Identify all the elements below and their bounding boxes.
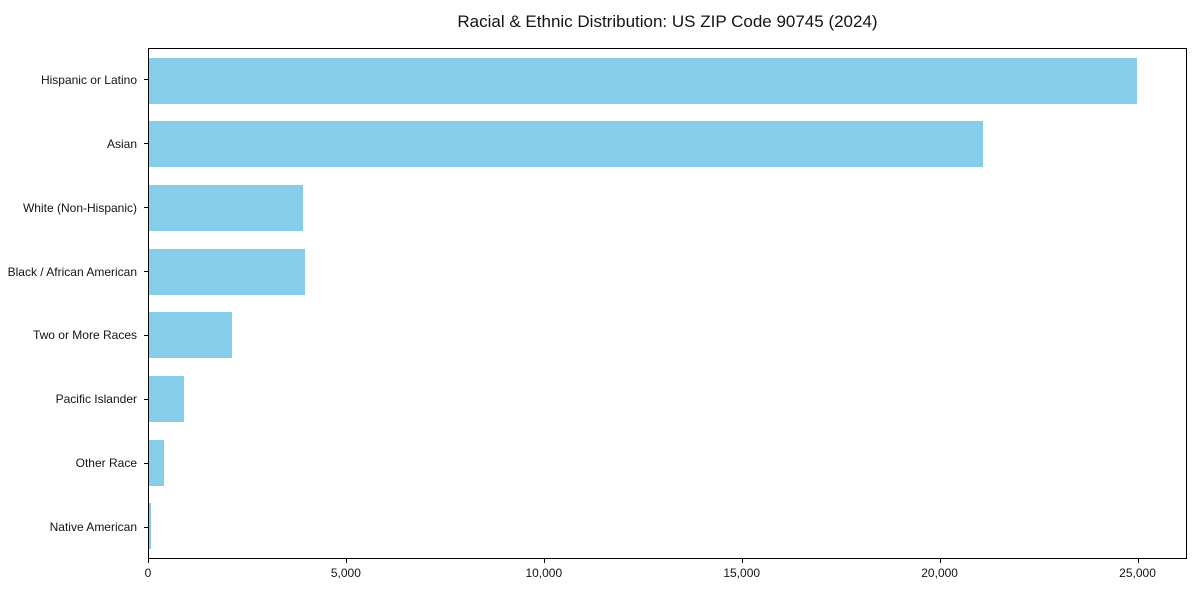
x-tick-mark bbox=[345, 559, 347, 563]
x-axis: 0 5,000 10,000 15,000 20,000 25,000 bbox=[144, 559, 1187, 589]
bar-row bbox=[149, 49, 1186, 113]
y-category-label: Two or More Races bbox=[32, 328, 137, 343]
bar-native-american bbox=[149, 503, 151, 550]
bar-row bbox=[149, 113, 1186, 177]
y-tick-mark bbox=[144, 207, 148, 209]
x-tick-label: 20,000 bbox=[921, 566, 958, 580]
y-tick-mark bbox=[144, 271, 148, 273]
y-tick-mark bbox=[144, 398, 148, 400]
y-category-row: Pacific Islander bbox=[0, 367, 148, 431]
bar-row bbox=[149, 304, 1186, 368]
bar-black-african-american bbox=[149, 248, 306, 295]
y-category-row: Two or More Races bbox=[0, 304, 148, 368]
y-category-row: Hispanic or Latino bbox=[0, 48, 148, 112]
x-tick-mark bbox=[1137, 559, 1139, 563]
plot-area bbox=[148, 48, 1187, 559]
x-tick-label: 10,000 bbox=[525, 566, 563, 580]
x-tick-label: 0 bbox=[144, 566, 152, 580]
y-category-label: Black / African American bbox=[7, 264, 137, 279]
bar-white-non-hispanic bbox=[149, 185, 304, 232]
x-tick-mark bbox=[741, 559, 743, 563]
x-tick-mark bbox=[939, 559, 941, 563]
y-category-row: Native American bbox=[0, 495, 148, 559]
bar-row bbox=[149, 431, 1186, 495]
y-category-label: Asian bbox=[106, 136, 137, 151]
y-category-label: Native American bbox=[49, 520, 137, 535]
x-tick-mark bbox=[148, 559, 149, 563]
y-category-row: Other Race bbox=[0, 431, 148, 495]
x-tick-label: 5,000 bbox=[330, 566, 361, 580]
chart-title: Racial & Ethnic Distribution: US ZIP Cod… bbox=[457, 12, 878, 31]
y-category-row: White (Non-Hispanic) bbox=[0, 176, 148, 240]
bar-row bbox=[149, 494, 1186, 558]
bar-two-or-more-races bbox=[149, 312, 232, 359]
bar-asian bbox=[149, 121, 983, 168]
bar-row bbox=[149, 367, 1186, 431]
bar-pacific-islander bbox=[149, 375, 185, 422]
bar-row bbox=[149, 176, 1186, 240]
y-tick-mark bbox=[144, 334, 148, 336]
y-category-label: Pacific Islander bbox=[55, 392, 137, 407]
y-category-label: Other Race bbox=[75, 456, 137, 471]
y-category-row: Black / African American bbox=[0, 240, 148, 304]
y-tick-mark bbox=[144, 143, 148, 145]
y-tick-mark bbox=[144, 526, 148, 528]
x-tick-mark bbox=[543, 559, 545, 563]
y-category-label: White (Non-Hispanic) bbox=[22, 200, 137, 215]
y-category-label: Hispanic or Latino bbox=[40, 72, 137, 87]
y-axis-labels: Hispanic or Latino Asian White (Non-Hispan… bbox=[0, 48, 148, 559]
x-tick-label: 25,000 bbox=[1119, 566, 1156, 580]
bar-row bbox=[149, 240, 1186, 304]
y-category-row: Asian bbox=[0, 112, 148, 176]
bar-hispanic-or-latino bbox=[149, 57, 1137, 104]
bar-other-race bbox=[149, 439, 164, 486]
y-tick-mark bbox=[144, 462, 148, 464]
y-tick-mark bbox=[144, 79, 148, 81]
x-tick-label: 15,000 bbox=[723, 566, 761, 580]
